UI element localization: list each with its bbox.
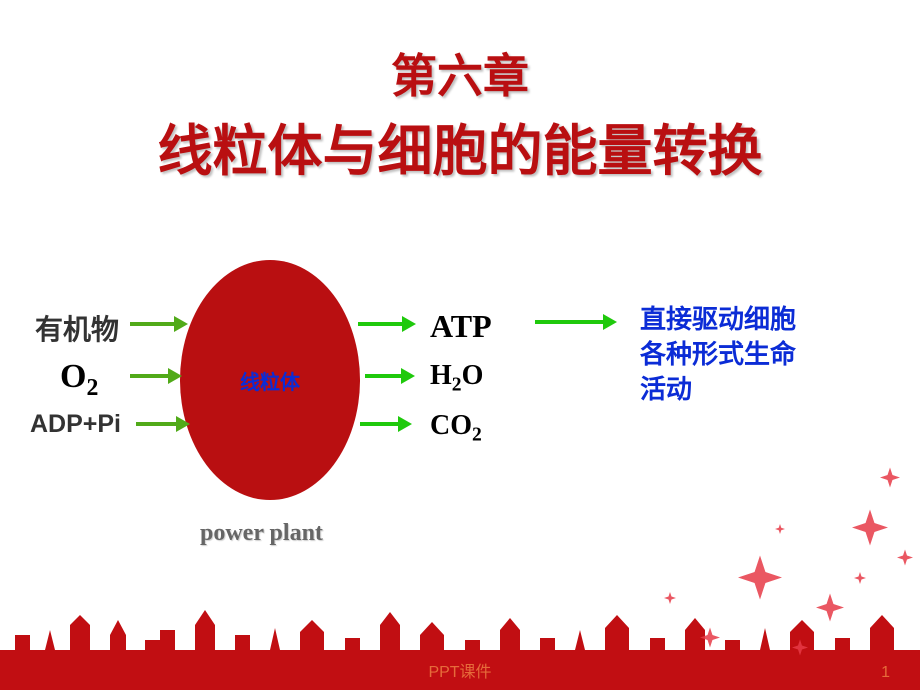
star-icon — [854, 571, 866, 589]
star-icon — [775, 521, 785, 539]
output-label-0: ATP — [430, 308, 492, 345]
mitochondria-diagram: 线粒体 直接驱动细胞各种形式生命活动 power plant 有机物 O2 ADP+… — [0, 260, 920, 560]
mitochondria-oval: 线粒体 — [180, 260, 360, 500]
output-arrow-0 — [358, 322, 414, 326]
input-arrow-2 — [136, 422, 188, 426]
star-icon — [792, 640, 808, 661]
star-icon — [664, 591, 676, 609]
chapter-subtitle: 线粒体与细胞的能量转换 — [0, 106, 920, 186]
footer-center-label: PPT课件 — [428, 658, 491, 682]
star-icon — [880, 468, 900, 493]
page-number: 1 — [881, 664, 890, 682]
star-icon — [700, 628, 720, 653]
input-arrow-1 — [130, 374, 180, 378]
star-icon — [816, 594, 844, 627]
output-arrow-2 — [360, 422, 410, 426]
star-icon — [897, 550, 913, 571]
star-icon — [852, 510, 888, 551]
power-plant-caption: power plant — [200, 520, 323, 547]
output-arrow-1 — [365, 374, 413, 378]
chapter-title: 第六章 — [0, 40, 920, 106]
input-label-0: 有机物 — [35, 308, 119, 348]
star-icon — [738, 556, 782, 605]
result-arrow — [535, 320, 615, 324]
input-label-1: O2 — [60, 358, 98, 402]
output-label-2: CO2 — [430, 410, 482, 447]
input-arrow-0 — [130, 322, 186, 326]
result-text: 直接驱动细胞各种形式生命活动 — [640, 302, 796, 407]
input-label-2: ADP+Pi — [30, 410, 121, 439]
title-block: 第六章 线粒体与细胞的能量转换 — [0, 0, 920, 186]
mitochondria-label: 线粒体 — [240, 366, 300, 395]
output-label-1: H2O — [430, 360, 483, 397]
